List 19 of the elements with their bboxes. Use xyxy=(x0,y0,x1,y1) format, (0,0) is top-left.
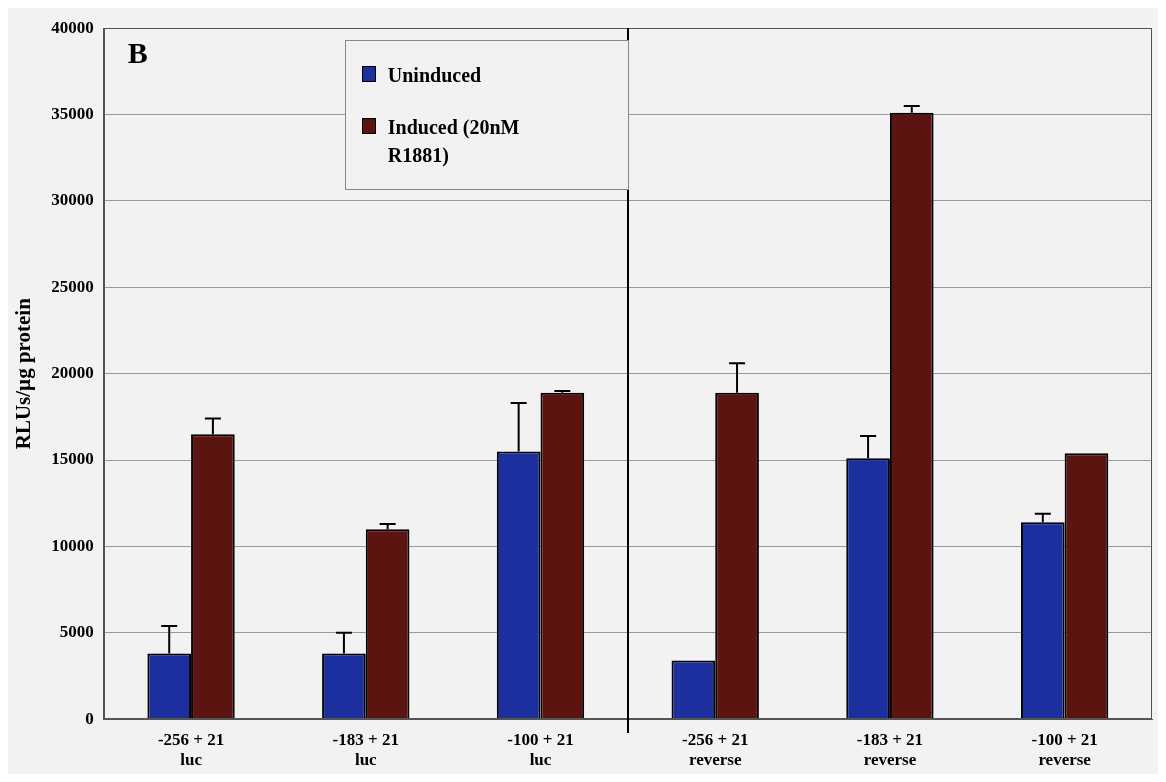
y-tick-label: 25000 xyxy=(51,276,94,296)
y-tick-label: 20000 xyxy=(51,363,94,383)
y-tick-label: 0 xyxy=(85,708,94,728)
annotation: B xyxy=(127,35,148,69)
y-tick-label: 5000 xyxy=(59,622,94,642)
y-tick-label: 15000 xyxy=(51,449,94,469)
x-tick-label: -256 + 21 luc xyxy=(157,729,225,770)
legend-label: Induced (20nM R1881) xyxy=(387,115,521,169)
x-tick-label: -100 + 21 reverse xyxy=(1031,729,1098,770)
y-tick-label: 35000 xyxy=(51,103,94,123)
y-tick-label: 10000 xyxy=(51,535,94,555)
x-tick-label: -100 + 21 luc xyxy=(507,729,574,770)
x-tick-label: -183 + 21 luc xyxy=(332,729,399,770)
y-axis-title: RLUs/µg protein xyxy=(11,297,36,450)
legend-label: Uninduced xyxy=(387,63,482,89)
x-tick-label: -183 + 21 reverse xyxy=(856,729,924,770)
x-tick-label: -256 + 21 reverse xyxy=(682,729,749,770)
y-tick-label: 40000 xyxy=(51,17,94,37)
y-tick-label: 30000 xyxy=(51,190,94,210)
